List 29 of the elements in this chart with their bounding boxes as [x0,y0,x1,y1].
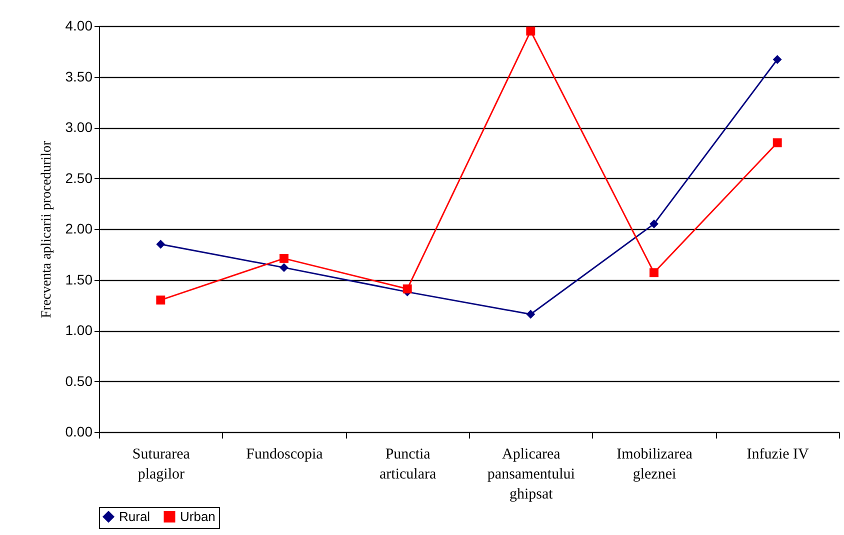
y-tick-label: 4.00 [65,18,93,34]
point [280,263,288,272]
y-tick-label: 0.00 [65,424,93,440]
y-tick-label: 2.00 [65,220,93,236]
y-tick-label: 2.50 [65,170,93,186]
point [772,55,782,64]
x-tick-label: Suturarea plagilor [132,446,190,482]
legend-label: Urban [180,508,216,524]
point [156,240,166,249]
point [526,26,536,36]
point [280,254,288,263]
point [772,138,782,148]
point [650,268,658,278]
x-tick-label: Fundoscopia [246,446,324,462]
point [402,284,412,294]
y-tick-label: 3.50 [65,68,93,84]
y-tick-label: 1.50 [65,271,93,288]
y-tick-label: 1.00 [65,322,93,338]
x-tick-label: Imobilizarea gleznei [616,446,693,482]
point [156,296,166,305]
x-tick-label: Infuzie IV [746,446,810,462]
x-tick-label: Punctia articulara [380,446,436,482]
point [650,219,658,228]
x-tick-label: Aplicarea pansamentului ghipsat [487,446,575,502]
y-tick-label: 0.50 [65,372,93,389]
y-axis-title: Frecventa aplicarii procedurilor [39,140,54,318]
y-tick-label: 3.00 [65,119,93,135]
point [526,310,536,319]
legend-label: Rural [119,508,150,524]
